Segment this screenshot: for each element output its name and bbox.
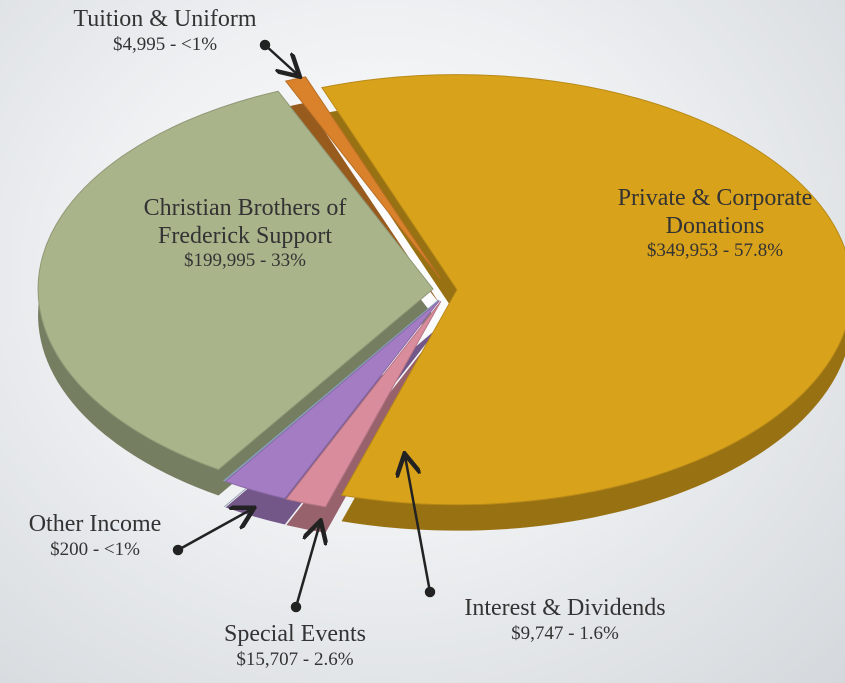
slice-label: Christian Brothers of Frederick Support $…: [95, 195, 395, 272]
slice: [224, 300, 440, 500]
category-label: Tuition & Uniform: [73, 6, 257, 32]
leader-line: [294, 523, 320, 608]
slice: [37, 90, 434, 471]
leader-line: [264, 44, 298, 75]
value-label: $199,995 - 33%: [184, 250, 306, 272]
leader-line: [405, 456, 432, 593]
category-label: Interest & Dividends: [464, 595, 666, 621]
value-label: $9,747 - 1.6%: [511, 622, 619, 644]
leader-dot: [259, 39, 271, 51]
leader-line: [177, 509, 252, 552]
category-label: Christian Brothers of Frederick Support: [143, 195, 347, 249]
slice-label: Private & Corporate Donations $349,953 - …: [585, 185, 845, 262]
leader-dot: [424, 586, 436, 598]
slice: [222, 299, 439, 482]
leader-dot: [172, 544, 184, 556]
value-label: $349,953 - 57.8%: [646, 240, 784, 262]
value-label: $200 - <1%: [50, 538, 140, 560]
category-label: Special Events: [224, 621, 366, 647]
category-label: Private & Corporate Donations: [617, 185, 813, 239]
slice-label: Tuition & Uniform $4,995 - <1%: [55, 6, 275, 55]
leaders: [172, 39, 436, 613]
slice: [285, 300, 442, 508]
slice-label: Special Events $15,707 - 2.6%: [185, 621, 405, 670]
leader-dot: [290, 601, 302, 613]
value-label: $4,995 - <1%: [112, 33, 218, 55]
slice-label: Interest & Dividends $9,747 - 1.6%: [415, 595, 715, 644]
slice-label: Other Income $200 - <1%: [0, 511, 195, 560]
category-label: Other Income: [28, 511, 162, 537]
pie: [37, 74, 845, 533]
slice: [321, 74, 845, 506]
value-label: $15,707 - 2.6%: [236, 648, 354, 670]
